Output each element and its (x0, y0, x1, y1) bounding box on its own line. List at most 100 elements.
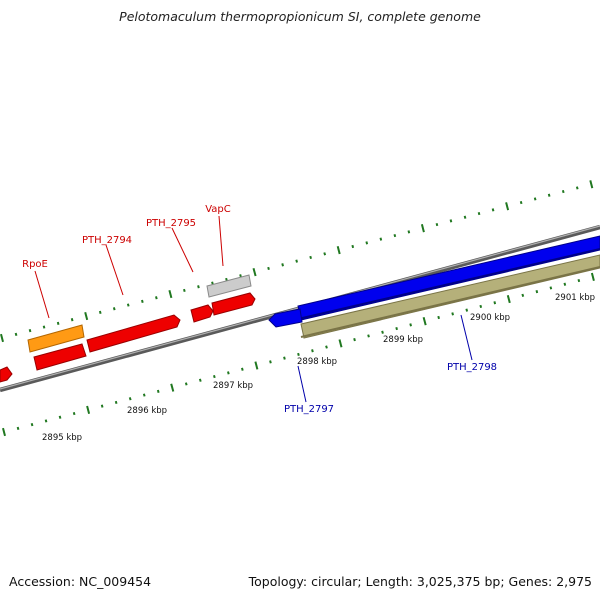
outer-minor-tick (183, 288, 186, 293)
outer-minor-tick (267, 266, 270, 271)
inner-major-tick (422, 317, 427, 326)
inner-major-tick (590, 272, 595, 281)
outer-minor-tick (155, 296, 158, 300)
inner-minor-tick (16, 426, 20, 430)
inner-minor-tick (213, 374, 216, 379)
inner-minor-tick (30, 423, 34, 427)
outer-tick-marks (0, 180, 594, 343)
outer-minor-tick (477, 211, 481, 216)
outer-minor-tick (56, 321, 60, 325)
outer-minor-tick (463, 215, 467, 219)
outer-minor-tick (575, 186, 579, 190)
inner-minor-tick (493, 301, 497, 305)
inner-major-tick (254, 361, 259, 370)
tick-labels: 2895 kbp 2896 kbp 2897 kbp 2898 kbp 2899… (42, 293, 595, 443)
forward-gene-ptH-2795 (190, 304, 214, 323)
pseudo-gene-vapC (206, 274, 252, 298)
inner-minor-tick (325, 345, 328, 349)
outer-minor-tick (295, 259, 298, 263)
outer-minor-tick (365, 241, 369, 245)
outer-major-tick (420, 224, 425, 233)
inner-minor-tick (198, 378, 202, 382)
outer-major-tick (0, 333, 4, 343)
outer-minor-tick (281, 263, 284, 267)
outer-minor-tick (141, 299, 144, 304)
gene-label-rpoE: RpoE (22, 259, 48, 270)
inner-minor-tick (269, 360, 272, 364)
inner-minor-tick (563, 282, 567, 286)
inner-minor-tick (184, 382, 188, 386)
gene-label-ptH-2797: PTH_2797 (284, 404, 334, 415)
forward-gene-vapC (211, 292, 256, 316)
tick-label-2901: 2901 kbp (555, 293, 595, 303)
inner-minor-tick (114, 400, 118, 405)
outer-minor-tick (70, 318, 74, 322)
outer-minor-tick (351, 244, 355, 249)
other-feature-edge (300, 266, 600, 338)
inner-major-tick (170, 383, 175, 392)
inner-minor-tick (142, 393, 146, 397)
gene-label-lines (34, 215, 473, 403)
other-feature-bar (300, 254, 600, 339)
tick-label-2895: 2895 kbp (42, 433, 82, 443)
rna-gene-rpoE (27, 324, 85, 353)
gene-label-vapC: VapC (205, 204, 231, 215)
outer-minor-tick (435, 222, 439, 227)
label-line-ptH-2795 (171, 227, 194, 273)
inner-tick-marks (2, 272, 595, 437)
inner-major-tick (86, 405, 91, 414)
inner-minor-tick (367, 334, 370, 338)
forward-gene-ptH-2794 (86, 314, 181, 353)
inner-minor-tick (451, 312, 454, 316)
gene-label-ptH-2798: PTH_2798 (447, 362, 497, 373)
outer-minor-tick (393, 233, 397, 238)
outer-minor-tick (407, 230, 411, 234)
gene-label-ptH-2795: PTH_2795 (146, 218, 196, 229)
inner-minor-tick (297, 352, 300, 357)
reverse-gene-edge (297, 248, 600, 320)
inner-minor-tick (465, 308, 469, 312)
inner-minor-tick (479, 304, 483, 309)
inner-minor-tick (58, 415, 62, 419)
outer-major-tick (336, 246, 341, 255)
outer-minor-tick (561, 189, 565, 194)
outer-minor-tick (14, 332, 18, 336)
inner-minor-tick (283, 356, 286, 360)
inner-minor-tick (381, 330, 384, 334)
outer-minor-tick (28, 329, 32, 333)
outer-minor-tick (379, 237, 383, 241)
outer-minor-tick (547, 193, 551, 197)
forward-gene-small-left (0, 366, 13, 383)
tick-label-2898: 2898 kbp (297, 357, 337, 367)
inner-minor-tick (227, 371, 230, 375)
inner-minor-tick (521, 293, 525, 297)
inner-minor-tick (409, 323, 412, 327)
inner-major-tick (338, 339, 343, 348)
inner-minor-tick (353, 338, 356, 342)
outer-minor-tick (491, 208, 495, 212)
inner-minor-tick (535, 290, 539, 294)
label-line-ptH-2797 (297, 365, 307, 403)
outer-minor-tick (98, 310, 102, 314)
genome-stats-text: Topology: circular; Length: 3,025,375 bp… (248, 574, 592, 589)
map-title: Pelotomaculum thermopropionicum SI, comp… (119, 9, 481, 24)
inner-major-tick (2, 427, 6, 437)
outer-minor-tick (112, 307, 116, 311)
inner-minor-tick (395, 326, 398, 331)
gene-label-ptH-2794: PTH_2794 (82, 235, 132, 246)
inner-minor-tick (241, 367, 244, 371)
outer-major-tick (252, 267, 257, 277)
inner-minor-tick (72, 411, 76, 416)
label-line-vapC (218, 215, 224, 267)
feature-track (0, 235, 600, 383)
inner-minor-tick (100, 404, 104, 408)
inner-minor-tick (437, 315, 440, 320)
inner-minor-tick (577, 278, 581, 283)
reverse-gene-ptH-2797 (268, 308, 303, 328)
outer-minor-tick (126, 303, 130, 307)
inner-minor-tick (128, 397, 132, 401)
outer-minor-tick (519, 200, 523, 205)
label-line-ptH-2798 (460, 314, 473, 361)
tick-label-2900: 2900 kbp (470, 313, 510, 323)
